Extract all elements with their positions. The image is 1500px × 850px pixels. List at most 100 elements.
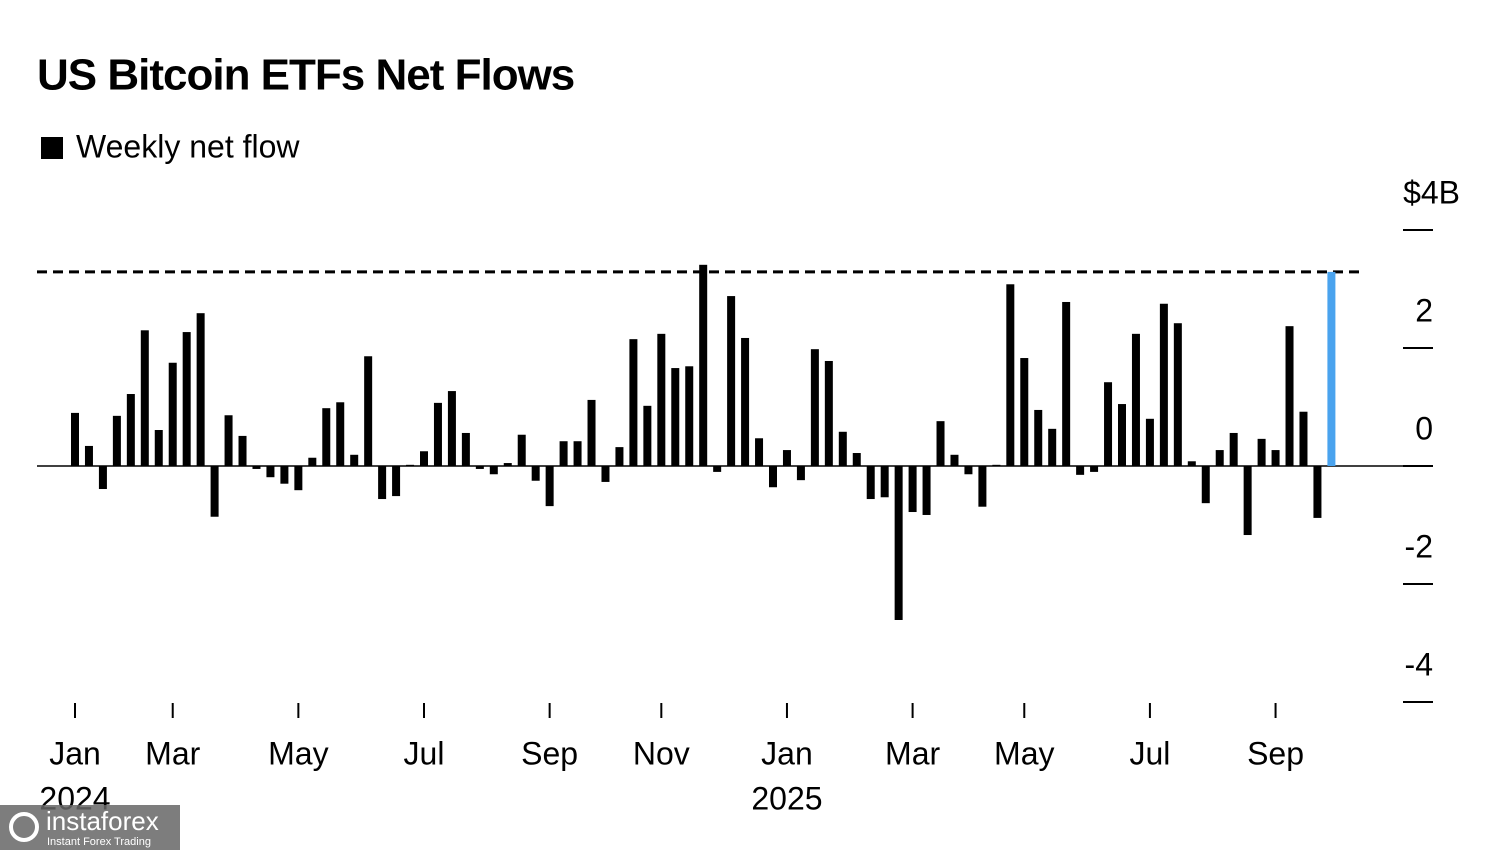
bar <box>294 466 303 491</box>
bar <box>182 332 191 466</box>
bar <box>615 447 624 466</box>
watermark-box <box>0 805 180 850</box>
watermark-logo <box>9 812 39 842</box>
bar <box>1034 409 1043 466</box>
bar <box>852 453 861 466</box>
bar <box>685 366 694 466</box>
bar <box>1243 466 1252 536</box>
x-tick-label: Jan <box>49 735 101 771</box>
bar <box>964 466 973 475</box>
bar <box>1118 404 1126 466</box>
bar <box>517 434 526 466</box>
bar <box>880 466 889 498</box>
bar <box>1048 428 1057 466</box>
bar <box>350 454 359 466</box>
bar <box>280 466 289 484</box>
y-tick-label: -2 <box>1405 528 1433 564</box>
x-tick-label: Sep <box>521 735 578 771</box>
bar <box>573 441 582 466</box>
bar <box>210 466 219 517</box>
bar <box>168 362 177 466</box>
bar <box>810 349 819 466</box>
bar <box>824 360 833 466</box>
bar <box>629 339 638 466</box>
bar <box>475 466 484 469</box>
bar <box>531 466 540 481</box>
bar <box>950 454 959 466</box>
bar <box>992 464 1001 466</box>
x-tick-label: Jul <box>404 735 445 771</box>
bar <box>1173 323 1182 466</box>
bar <box>699 264 708 466</box>
bar <box>601 466 610 482</box>
bar <box>643 405 652 466</box>
legend-label: Weekly net flow <box>76 128 300 164</box>
bar <box>1020 358 1029 466</box>
bar <box>908 466 917 513</box>
watermark: instaforex Instant Forex Trading <box>0 805 180 850</box>
bar <box>308 457 317 466</box>
bar <box>196 313 205 466</box>
bar <box>1299 411 1308 466</box>
bar <box>126 394 135 466</box>
y-tick-label: 2 <box>1415 292 1433 328</box>
chart-title: US Bitcoin ETFs Net Flows <box>37 51 574 100</box>
x-year-label: 2025 <box>751 780 822 816</box>
bar <box>796 466 805 481</box>
y-tick-label: 0 <box>1415 410 1433 446</box>
bar <box>782 450 791 466</box>
bar <box>252 466 261 469</box>
bar <box>1145 418 1154 466</box>
bar <box>1257 438 1266 466</box>
watermark-tagline: Instant Forex Trading <box>47 836 151 848</box>
y-tick-label: -4 <box>1405 646 1433 682</box>
bar <box>1313 466 1322 518</box>
x-tick-label: May <box>268 735 328 771</box>
bar <box>727 296 736 466</box>
bar <box>140 330 149 466</box>
bar <box>922 466 931 515</box>
bar <box>1062 301 1071 466</box>
x-tick-label: Jan <box>761 735 813 771</box>
bar <box>1229 432 1238 466</box>
bar <box>378 466 387 500</box>
x-tick-label: Sep <box>1247 735 1304 771</box>
bar <box>713 466 722 472</box>
bar <box>741 337 750 466</box>
bar <box>1104 382 1113 466</box>
bar <box>1327 271 1336 466</box>
bar <box>336 402 345 466</box>
legend-swatch <box>41 137 63 159</box>
bar <box>392 466 401 497</box>
bar <box>1201 466 1210 504</box>
bar <box>769 466 777 488</box>
bar <box>1215 450 1224 466</box>
bar <box>657 333 666 466</box>
bar <box>587 399 596 466</box>
bar <box>1131 333 1140 466</box>
watermark-brand: instaforex <box>46 806 159 836</box>
bar <box>866 466 875 500</box>
bar <box>503 463 512 466</box>
bar <box>1187 461 1196 466</box>
bar <box>84 445 93 466</box>
bar <box>322 408 331 466</box>
bar <box>461 432 470 466</box>
bar <box>1159 303 1168 466</box>
x-tick-label: Mar <box>885 735 940 771</box>
bar <box>364 356 373 466</box>
bar <box>1285 326 1294 466</box>
bar <box>238 435 247 466</box>
bar <box>1076 466 1085 475</box>
bar <box>266 466 275 478</box>
bar <box>98 466 107 490</box>
bar <box>447 391 456 466</box>
bar <box>978 466 987 507</box>
x-tick-label: Jul <box>1129 735 1170 771</box>
bar <box>838 431 847 466</box>
y-tick-label: $4B <box>1403 174 1460 210</box>
bar <box>489 466 498 475</box>
bar <box>71 412 79 466</box>
bar <box>545 466 554 507</box>
